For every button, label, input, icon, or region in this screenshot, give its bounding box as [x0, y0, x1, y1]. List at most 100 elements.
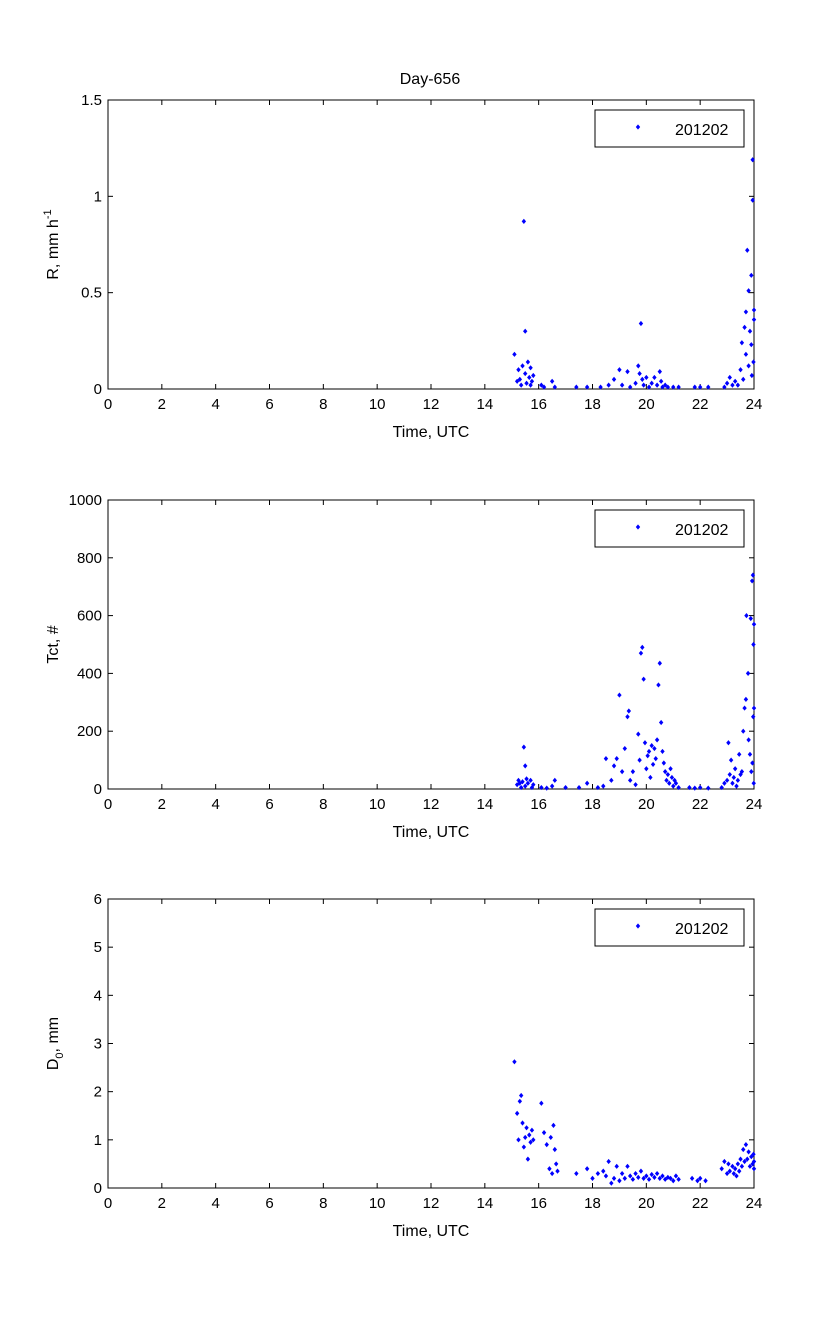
data-point	[539, 1100, 544, 1106]
y-axis-label-main: Tct, #	[45, 625, 62, 663]
x-tick-label: 12	[423, 396, 440, 413]
data-point	[640, 376, 645, 382]
x-tick-label: 0	[104, 1195, 112, 1212]
plot-frame	[107, 898, 755, 1189]
data-point	[518, 382, 524, 388]
data-point	[660, 748, 665, 755]
legend: 201202	[594, 109, 745, 148]
y-tick-label: 1	[94, 188, 102, 205]
data-point	[544, 1142, 549, 1148]
data-point	[609, 1180, 614, 1186]
data-point	[563, 784, 568, 791]
data-point	[525, 1156, 531, 1162]
x-tick-label: 22	[692, 396, 709, 413]
chart-panel-2: 0 2 4 6 8 10 12 14 16 18 20 22 2402004006008001000Ti…	[45, 492, 762, 841]
y-tick-label: 0	[94, 381, 102, 398]
legend: 201202	[594, 908, 745, 947]
data-point	[595, 784, 601, 791]
data-point	[658, 719, 664, 726]
data-point	[523, 370, 528, 377]
data-point	[660, 1173, 665, 1179]
data-point	[528, 1139, 533, 1145]
data-point	[726, 1161, 731, 1167]
data-point	[671, 783, 676, 789]
data-point	[748, 615, 753, 622]
data-point	[650, 761, 656, 768]
data-point	[574, 1170, 579, 1177]
data-point	[671, 1178, 676, 1184]
data-point	[665, 384, 671, 390]
legend-box	[594, 509, 745, 548]
data-point	[584, 384, 590, 390]
data-point	[541, 384, 547, 390]
y-tick-label: 600	[77, 608, 102, 625]
data-point	[739, 340, 745, 346]
y-axis-label: R, mm h-1	[42, 209, 62, 279]
data-point	[727, 1168, 732, 1174]
data-point	[736, 751, 742, 757]
data-point	[706, 384, 711, 390]
x-tick-label: 22	[692, 796, 709, 813]
data-point	[630, 769, 636, 775]
data-point	[665, 771, 671, 778]
data-point	[525, 780, 531, 786]
data-point	[611, 1175, 617, 1181]
x-tick-label: 24	[746, 1195, 763, 1212]
data-point	[742, 1158, 747, 1165]
data-point	[529, 1127, 535, 1133]
data-point	[676, 1176, 681, 1182]
x-tick-label: 2	[158, 796, 166, 813]
data-point	[576, 784, 582, 791]
x-tick-label: 24	[746, 796, 763, 813]
data-point	[668, 766, 673, 772]
legend-label: 201202	[675, 122, 728, 139]
legend-label: 201202	[675, 921, 728, 938]
data-point	[614, 756, 619, 762]
x-tick-label: 0	[104, 396, 112, 413]
data-point	[722, 1158, 727, 1165]
data-point	[750, 157, 755, 163]
data-point	[622, 1175, 627, 1181]
data-point	[739, 769, 745, 775]
data-point	[667, 780, 672, 786]
data-point	[727, 771, 732, 778]
data-point	[633, 380, 638, 386]
data-point	[523, 783, 528, 789]
data-point	[751, 317, 757, 323]
data-point	[609, 777, 614, 783]
y-axis-label-suffix: , mm	[45, 1017, 62, 1053]
data-point	[649, 380, 654, 386]
data-point	[638, 1168, 644, 1174]
data-point	[584, 1166, 590, 1172]
data-point	[731, 1170, 737, 1177]
data-point	[646, 384, 652, 390]
data-point	[746, 1149, 751, 1155]
data-point	[517, 1098, 523, 1104]
x-tick-label: 16	[530, 396, 547, 413]
data-point	[644, 766, 649, 772]
data-point	[652, 374, 657, 381]
data-point	[747, 328, 753, 334]
data-point	[730, 382, 735, 388]
data-point	[622, 745, 627, 752]
data-point	[531, 372, 536, 379]
data-point	[598, 384, 603, 390]
data-point	[749, 769, 754, 775]
data-point	[529, 378, 535, 384]
x-tick-label: 6	[265, 396, 273, 413]
data-point	[544, 785, 549, 791]
data-point	[747, 1163, 753, 1169]
data-point	[734, 783, 739, 789]
x-tick-label: 20	[638, 1195, 655, 1212]
x-tick-label: 4	[211, 1195, 219, 1212]
data-point	[697, 1175, 703, 1181]
data-point	[732, 1166, 738, 1172]
data-point	[728, 757, 734, 763]
data-point	[617, 1178, 622, 1184]
data-point	[539, 784, 544, 791]
x-tick-label: 20	[638, 796, 655, 813]
data-point	[627, 1173, 633, 1179]
figure-title: Day-656	[400, 71, 461, 88]
